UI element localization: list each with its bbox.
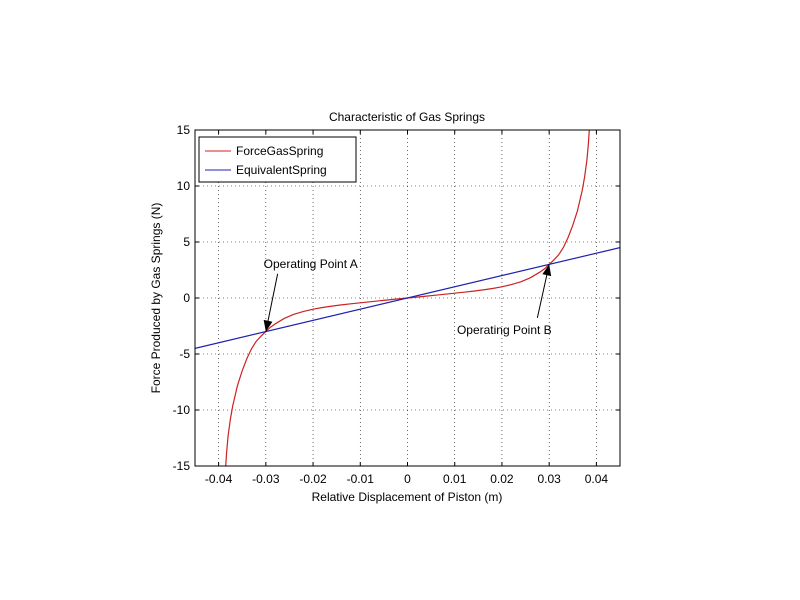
y-tick-label: 5 bbox=[183, 235, 190, 249]
x-tick-label: 0.04 bbox=[585, 472, 609, 486]
annotations: Operating Point A Operating Point B bbox=[263, 257, 552, 337]
x-tick-label: 0.02 bbox=[490, 472, 514, 486]
legend-label-equivalentspring: EquivalentSpring bbox=[236, 163, 327, 177]
x-tick-label: -0.04 bbox=[205, 472, 233, 486]
x-tick-label: 0.03 bbox=[537, 472, 561, 486]
annotation-arrowhead-0 bbox=[263, 319, 273, 332]
annotation-arrowhead-1 bbox=[542, 264, 552, 277]
axis-ticks: -0.04 -0.03 -0.02 -0.01 0 0.01 0.02 0.03 0.04 -15… bbox=[173, 123, 620, 486]
x-tick-label: 0 bbox=[404, 472, 411, 486]
x-tick-label: -0.02 bbox=[299, 472, 327, 486]
x-tick-label: -0.03 bbox=[252, 472, 280, 486]
annotation-label-0: Operating Point A bbox=[264, 257, 358, 271]
x-axis-label: Relative Displacement of Piston (m) bbox=[312, 490, 503, 504]
y-tick-label: 0 bbox=[183, 291, 190, 305]
y-axis-label: Force Produced by Gas Springs (N) bbox=[149, 203, 163, 394]
x-tick-label: 0.01 bbox=[443, 472, 467, 486]
annotation-label-1: Operating Point B bbox=[457, 323, 552, 337]
y-tick-label: -15 bbox=[173, 459, 191, 473]
y-tick-label: 15 bbox=[177, 123, 191, 137]
legend: ForceGasSpring EquivalentSpring bbox=[198, 136, 357, 183]
y-tick-label: -5 bbox=[179, 347, 190, 361]
x-tick-label: -0.01 bbox=[347, 472, 375, 486]
legend-box bbox=[198, 136, 357, 183]
legend-label-forcegasspring: ForceGasSpring bbox=[236, 144, 323, 158]
y-tick-label: 10 bbox=[177, 179, 191, 193]
y-tick-label: -10 bbox=[173, 403, 191, 417]
chart-title: Characteristic of Gas Springs bbox=[329, 110, 485, 124]
